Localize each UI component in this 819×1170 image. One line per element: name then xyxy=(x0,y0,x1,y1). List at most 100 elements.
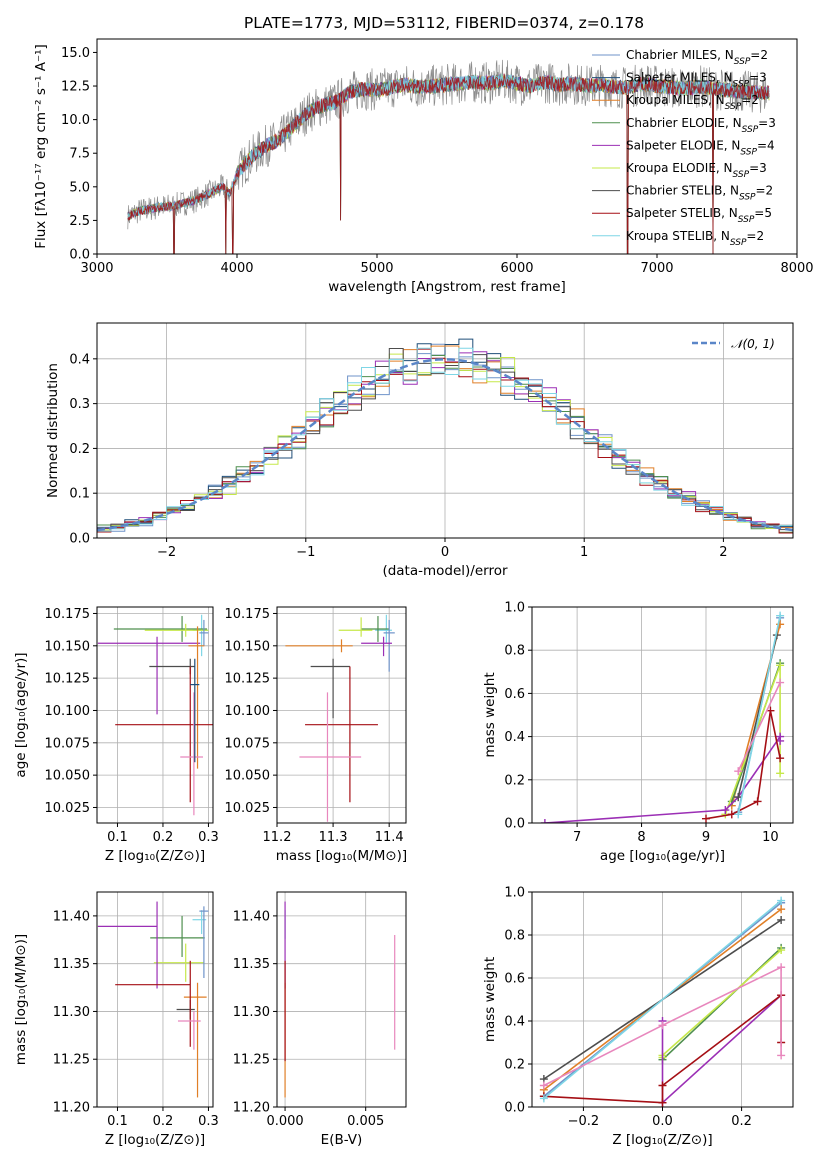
weight-marker xyxy=(777,946,786,955)
y-axis-label: mass weight xyxy=(482,957,498,1042)
axes-frame xyxy=(276,606,407,824)
y-tick-label: 11.20 xyxy=(53,1101,90,1116)
weight-line xyxy=(737,682,781,772)
weight-marker xyxy=(539,1094,548,1103)
x-tick-label: 5000 xyxy=(360,261,393,276)
y-tick-label: 10.050 xyxy=(225,769,271,784)
y-tick-label: 5.0 xyxy=(69,180,90,195)
weight-marker xyxy=(777,915,786,924)
y-tick-label: 11.35 xyxy=(53,957,90,972)
axes-frame xyxy=(531,891,794,1108)
plot-area xyxy=(97,614,213,816)
plot-area xyxy=(97,338,793,536)
x-tick-label: −0.2 xyxy=(568,1114,600,1129)
y-tick-label: 10.125 xyxy=(45,672,91,687)
legend-label: Chabrier MILES, NSSP=2 xyxy=(626,48,768,67)
plot-area xyxy=(284,901,396,1098)
x-tick-label: 0.0 xyxy=(652,1114,673,1129)
y-tick-label: 0.8 xyxy=(504,644,525,659)
y-tick-label: 0.8 xyxy=(504,929,525,944)
plot-area xyxy=(97,901,209,1098)
x-axis-label: mass [log₁₀(M/M⊙)] xyxy=(276,848,407,864)
y-tick-label: 15.0 xyxy=(61,46,90,61)
legend-label: Kroupa STELIB, NSSP=2 xyxy=(626,229,764,248)
y-tick-label: 10.075 xyxy=(45,736,91,751)
weight-line xyxy=(661,949,782,1058)
weight-marker xyxy=(658,1081,667,1090)
y-tick-label: 1.0 xyxy=(504,886,525,901)
y-tick-label: 10.025 xyxy=(225,801,271,816)
axes-frame xyxy=(96,606,214,824)
y-tick-label: 12.5 xyxy=(61,80,90,95)
y-tick-label: 0.2 xyxy=(504,773,525,788)
weight-marker xyxy=(540,819,549,823)
x-tick-label: 11.3 xyxy=(319,830,348,845)
panel-age-vs-mass: 11.2 11.3 11.4 10.025 10.050 10.075 10.100 10.1… xyxy=(225,606,407,864)
y-tick-label: 10.175 xyxy=(45,607,91,622)
x-tick-label: 0.005 xyxy=(347,1114,384,1129)
plot-area xyxy=(539,896,786,1107)
x-tick-label: 7000 xyxy=(640,261,673,276)
x-tick-label: 0.2 xyxy=(153,1114,174,1129)
axes-frame xyxy=(531,606,794,824)
y-tick-label: 0.1 xyxy=(69,487,90,502)
weight-marker xyxy=(734,767,743,776)
weight-line xyxy=(737,615,781,815)
y-tick-label: 10.100 xyxy=(225,704,271,719)
y-tick-label: 0.4 xyxy=(69,352,90,367)
y-tick-label: 11.25 xyxy=(53,1053,90,1068)
y-tick-label: 0.0 xyxy=(69,248,90,263)
y-tick-label: 11.40 xyxy=(53,909,90,924)
y-axis-label: mass [log₁₀(M/M⊙)] xyxy=(13,934,29,1065)
panel-weight-vs-age: 7 8 9 10 0.0 0.2 0.4 0.6 0.8 1.0 age [log₁₀(age/yr… xyxy=(482,601,794,864)
x-tick-label: 0.2 xyxy=(731,1114,752,1129)
plot-area xyxy=(127,59,770,254)
y-tick-label: 11.40 xyxy=(233,909,270,924)
x-axis-label: Z [log₁₀(Z/Z⊙)] xyxy=(612,1132,712,1148)
x-tick-label: 8 xyxy=(637,830,645,845)
y-tick-label: 10.075 xyxy=(225,736,271,751)
y-tick-label: 10.150 xyxy=(225,639,271,654)
legend-label: Salpeter STELIB, NSSP=5 xyxy=(626,206,772,225)
weight-marker xyxy=(776,736,785,745)
y-tick-label: 0.0 xyxy=(504,817,525,832)
x-axis-label: wavelength [Angstrom, rest frame] xyxy=(328,279,566,295)
plot-area xyxy=(540,611,785,823)
y-tick-label: 0.2 xyxy=(69,442,90,457)
x-axis-label: age [log₁₀(age/yr)] xyxy=(600,848,725,864)
spectrum-line xyxy=(127,73,770,254)
histogram-step xyxy=(97,347,793,532)
weight-marker xyxy=(766,706,775,715)
weight-line xyxy=(543,966,782,1087)
x-tick-label: 0.1 xyxy=(107,1114,128,1129)
y-tick-label: 10.0 xyxy=(61,113,90,128)
y-tick-label: 11.25 xyxy=(233,1053,270,1068)
panel-residuals: −2 −1 0 1 2 0.0 0.1 0.2 0.3 0.4 (data-model)/error… xyxy=(45,322,794,579)
x-tick-label: 0.3 xyxy=(198,830,219,845)
y-tick-label: 10.150 xyxy=(45,639,91,654)
y-tick-label: 0.2 xyxy=(504,1058,525,1073)
weight-line xyxy=(661,994,782,1105)
weight-marker xyxy=(777,896,786,905)
x-axis-label: Z [log₁₀(Z/Z⊙)] xyxy=(105,1132,205,1148)
axes-frame xyxy=(276,891,407,1108)
x-tick-label: −2 xyxy=(157,545,176,560)
y-tick-label: 11.35 xyxy=(233,957,270,972)
panel-age-vs-Z: 0.1 0.2 0.3 10.025 10.050 10.075 10.100 10.125 1… xyxy=(13,606,219,864)
weight-marker xyxy=(776,678,785,687)
y-tick-label: 0.4 xyxy=(504,730,525,745)
x-tick-label: 6000 xyxy=(500,261,533,276)
y-tick-label: 1.0 xyxy=(504,601,525,616)
x-axis-label: E(B-V) xyxy=(321,1132,363,1148)
y-tick-label: 10.175 xyxy=(225,607,271,622)
x-tick-label: 0.1 xyxy=(107,830,128,845)
y-tick-label: 0.4 xyxy=(504,1015,525,1030)
weight-marker xyxy=(734,810,743,819)
x-tick-label: 3000 xyxy=(80,261,113,276)
y-tick-label: 11.30 xyxy=(233,1005,270,1020)
weight-marker xyxy=(776,754,785,763)
legend-label: 𝒩(0, 1) xyxy=(731,337,775,351)
x-tick-label: −1 xyxy=(296,545,315,560)
y-tick-label: 7.5 xyxy=(69,147,90,162)
